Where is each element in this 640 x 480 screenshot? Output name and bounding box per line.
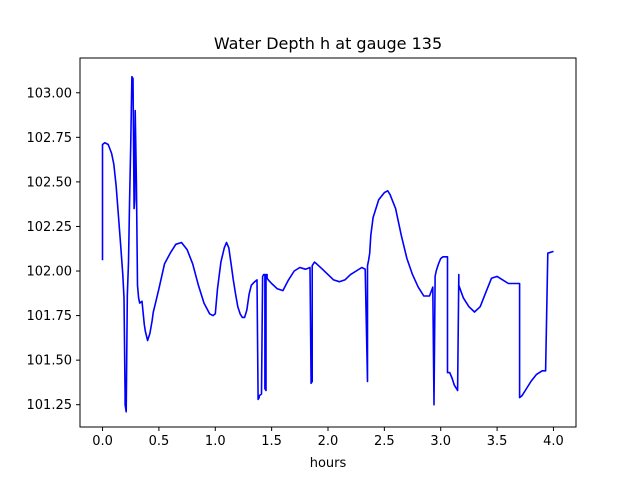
y-tick-label: 103.00 bbox=[27, 86, 73, 101]
y-tick-label: 101.50 bbox=[27, 354, 73, 369]
y-tick-label: 102.25 bbox=[27, 220, 73, 235]
x-tick-label: 4.0 bbox=[543, 434, 564, 449]
x-tick-label: 2.0 bbox=[318, 434, 339, 449]
x-tick-label: 1.0 bbox=[205, 434, 226, 449]
y-axis: 101.25 101.50 101.75 102.00 102.25 102.50 102.… bbox=[27, 86, 80, 413]
y-tick-label: 101.75 bbox=[27, 309, 73, 324]
x-tick-label: 1.5 bbox=[261, 434, 282, 449]
y-tick-label: 102.75 bbox=[27, 131, 73, 146]
x-tick-label: 0.0 bbox=[92, 434, 113, 449]
chart-title: Water Depth h at gauge 135 bbox=[214, 34, 442, 53]
x-tick-label: 3.5 bbox=[487, 434, 508, 449]
x-tick-label: 3.0 bbox=[430, 434, 451, 449]
y-tick-label: 102.50 bbox=[27, 175, 73, 190]
x-tick-label: 2.5 bbox=[374, 434, 395, 449]
x-axis: 0.0 0.5 1.0 1.5 2.0 2.5 3.0 3.5 4.0 bbox=[92, 427, 564, 449]
y-tick-label: 102.00 bbox=[27, 265, 73, 280]
y-tick-label: 101.25 bbox=[27, 398, 73, 413]
series-line-0 bbox=[101, 75, 554, 413]
x-tick-label: 0.5 bbox=[149, 434, 170, 449]
plot-frame bbox=[79, 57, 577, 428]
plot-area bbox=[101, 75, 554, 413]
x-axis-label: hours bbox=[310, 456, 347, 471]
